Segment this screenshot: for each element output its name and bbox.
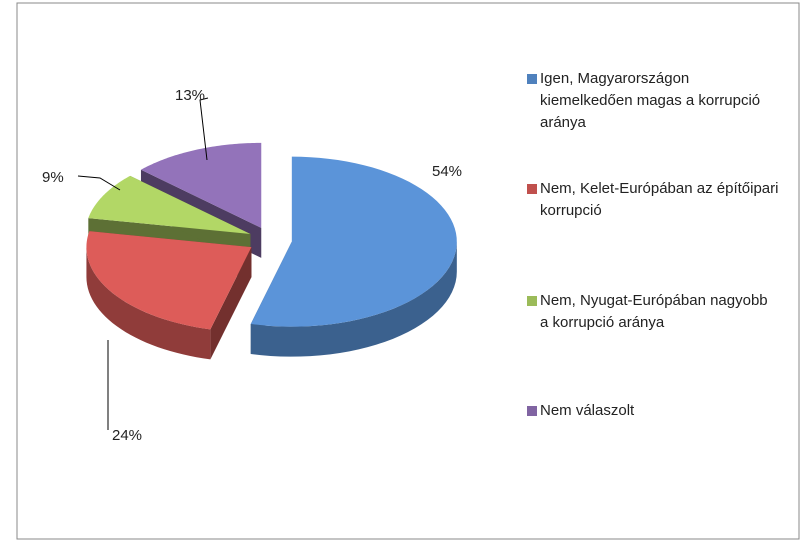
leader-line	[199, 97, 209, 161]
legend-label: Nem, Kelet-Európában az építőipari korru…	[540, 180, 779, 219]
legend-item: Nem válaszolt	[527, 400, 780, 422]
legend-item: Igen, Magyarországon kiemelkedően magas …	[527, 68, 780, 134]
legend-label: Nem válaszolt	[540, 402, 635, 419]
legend-item: Nem, Kelet-Európában az építőipari korru…	[527, 178, 780, 222]
pie	[86, 142, 457, 360]
slice-top	[140, 142, 262, 228]
pie-slice	[250, 156, 457, 357]
slice-top	[250, 156, 457, 327]
slice-side	[250, 241, 457, 357]
slice-side	[86, 247, 211, 360]
slice-top	[88, 175, 251, 235]
legend-swatch	[527, 74, 537, 84]
legend-label: Nem, Nyugat-Európában nagyobb a korrupci…	[540, 292, 768, 331]
legend-swatch	[527, 184, 537, 194]
data-label: 54%	[432, 163, 462, 180]
slice-top	[86, 231, 252, 330]
legend-label: Igen, Magyarországon kiemelkedően magas …	[540, 70, 761, 131]
data-label: 9%	[42, 169, 64, 186]
data-label: 24%	[112, 427, 142, 444]
leader-line	[77, 175, 121, 191]
legend-item: Nem, Nyugat-Európában nagyobb a korrupci…	[527, 290, 780, 334]
data-label: 13%	[175, 87, 205, 104]
pie-slice	[86, 231, 252, 360]
legend-swatch	[527, 296, 537, 306]
legend-swatch	[527, 406, 537, 416]
